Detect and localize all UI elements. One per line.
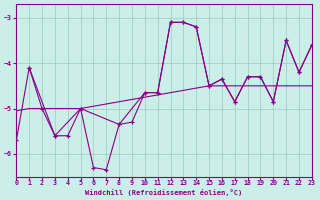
X-axis label: Windchill (Refroidissement éolien,°C): Windchill (Refroidissement éolien,°C) [85, 189, 243, 196]
